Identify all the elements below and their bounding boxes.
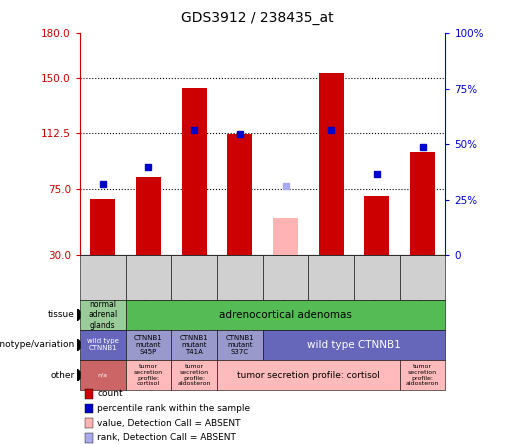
Text: count: count xyxy=(97,389,123,398)
Bar xyxy=(319,73,344,255)
Text: normal
adrenal
glands: normal adrenal glands xyxy=(88,300,117,330)
Bar xyxy=(227,134,252,255)
Polygon shape xyxy=(77,369,83,381)
Text: genotype/variation: genotype/variation xyxy=(0,341,75,349)
Text: tumor
secretion
profile:
aldosteron: tumor secretion profile: aldosteron xyxy=(406,364,439,386)
Text: percentile rank within the sample: percentile rank within the sample xyxy=(97,404,250,413)
Bar xyxy=(364,196,389,255)
Text: wild type
CTNNB1: wild type CTNNB1 xyxy=(87,338,118,352)
Text: CTNNB1
mutant
S37C: CTNNB1 mutant S37C xyxy=(226,335,254,355)
Bar xyxy=(136,177,161,255)
Bar xyxy=(273,218,298,255)
Polygon shape xyxy=(77,309,83,321)
Bar xyxy=(90,199,115,255)
Bar xyxy=(181,88,207,255)
Text: CTNNB1
mutant
S45P: CTNNB1 mutant S45P xyxy=(134,335,163,355)
Text: tissue: tissue xyxy=(48,310,75,319)
Text: value, Detection Call = ABSENT: value, Detection Call = ABSENT xyxy=(97,419,241,428)
Text: tumor
secretion
profile:
aldosteron: tumor secretion profile: aldosteron xyxy=(177,364,211,386)
Bar xyxy=(410,152,435,255)
Text: wild type CTNNB1: wild type CTNNB1 xyxy=(307,340,401,350)
Polygon shape xyxy=(77,339,83,351)
Text: tumor
secretion
profile:
cortisol: tumor secretion profile: cortisol xyxy=(134,364,163,386)
Text: other: other xyxy=(50,371,75,380)
Text: rank, Detection Call = ABSENT: rank, Detection Call = ABSENT xyxy=(97,433,236,442)
Text: adrenocortical adenomas: adrenocortical adenomas xyxy=(219,310,352,320)
Text: CTNNB1
mutant
T41A: CTNNB1 mutant T41A xyxy=(180,335,209,355)
Text: n/a: n/a xyxy=(98,373,108,378)
Text: tumor secretion profile: cortisol: tumor secretion profile: cortisol xyxy=(237,371,380,380)
Text: GDS3912 / 238435_at: GDS3912 / 238435_at xyxy=(181,11,334,25)
